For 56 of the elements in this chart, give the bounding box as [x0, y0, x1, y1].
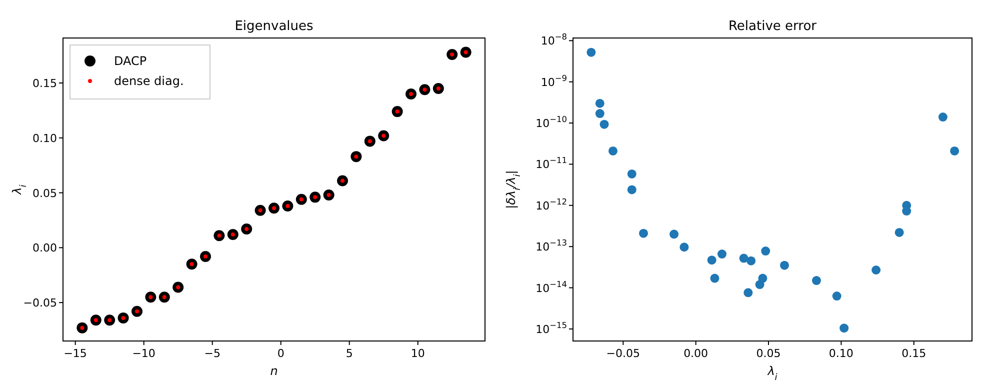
point — [595, 98, 604, 108]
x-tick-label: −5 — [204, 347, 220, 360]
point — [746, 256, 756, 266]
point — [627, 169, 636, 178]
legend-label: DACP — [114, 54, 147, 68]
x-tick-label: 0.10 — [828, 347, 854, 360]
y-tick-label: 10$^{−12}$ — [536, 196, 567, 212]
point — [710, 274, 720, 283]
point — [717, 250, 726, 259]
x-tick-label: 0.05 — [756, 347, 781, 360]
point — [872, 266, 881, 274]
y-tick-label: 10$^{−8}$ — [540, 32, 567, 48]
point — [627, 185, 636, 194]
point — [758, 274, 768, 283]
x-tick-label: 0.00 — [684, 347, 708, 360]
y-tick-label: 10$^{−10}$ — [536, 114, 567, 130]
y-tick-label: 10$^{−9}$ — [540, 72, 567, 89]
point — [938, 112, 948, 122]
y-tick-label: 0.15 — [32, 77, 57, 90]
y-tick-label: 0.05 — [32, 186, 57, 200]
y-tick-label: 10$^{−15}$ — [536, 320, 567, 336]
point — [894, 228, 904, 237]
x-tick-label: 0.15 — [902, 347, 926, 360]
chart-title: Relative error — [728, 19, 818, 34]
x-tick-label: 0 — [277, 347, 284, 360]
point — [739, 254, 748, 263]
point — [600, 120, 609, 129]
x-tick-label: 5 — [346, 347, 353, 360]
y-tick-label: 10$^{−11}$ — [536, 155, 567, 172]
x-axis-title: n — [270, 364, 278, 378]
chart-title: Eigenvalues — [234, 19, 314, 34]
x-tick-label: −10 — [132, 347, 156, 360]
x-axis-title: λ$_{i}$ — [766, 364, 778, 383]
y-tick-label: 10$^{−13}$ — [536, 238, 567, 254]
point — [761, 246, 770, 256]
point — [680, 242, 689, 252]
point — [638, 228, 648, 238]
point — [832, 292, 842, 301]
y-tick-label: 10$^{−14}$ — [536, 278, 567, 295]
point — [840, 324, 849, 333]
y-tick-label: 0.10 — [32, 132, 57, 145]
point — [670, 230, 679, 239]
point — [950, 146, 960, 156]
legend-label: dense diag. — [114, 74, 184, 88]
point — [707, 256, 716, 265]
x-tick-label: −0.05 — [606, 347, 640, 360]
point — [595, 109, 604, 118]
point — [586, 48, 596, 57]
x-tick-label: −15 — [64, 347, 87, 360]
x-tick-label: 10 — [410, 347, 425, 360]
y-tick-label: −0.05 — [23, 296, 57, 310]
y-tick-label: 0.00 — [32, 242, 57, 255]
point — [744, 288, 753, 298]
point — [812, 276, 821, 286]
point — [780, 260, 789, 270]
point — [608, 146, 618, 156]
